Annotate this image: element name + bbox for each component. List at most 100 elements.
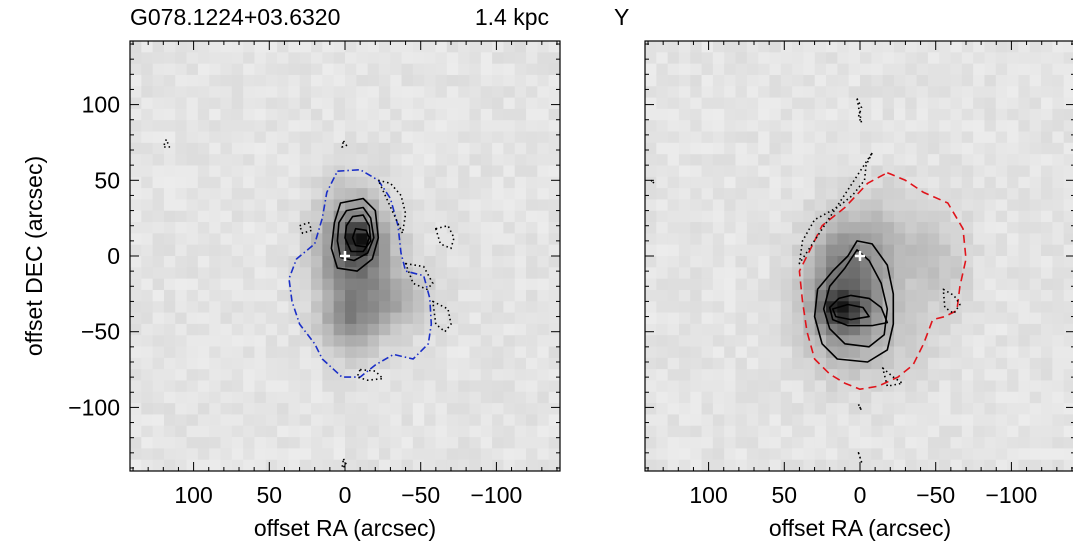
heatmap-pixel (220, 41, 233, 53)
heatmap-pixel (656, 154, 669, 166)
heatmap-pixel (209, 459, 221, 471)
heatmap-pixel (769, 437, 782, 449)
heatmap-pixel (735, 41, 748, 53)
heatmap-pixel (837, 97, 850, 110)
heatmap-pixel (1063, 437, 1073, 449)
heatmap-pixel (882, 131, 895, 144)
x-tick-label: 0 (854, 482, 867, 508)
heatmap-pixel (826, 425, 838, 438)
heatmap-pixel (780, 86, 793, 98)
heatmap-pixel (492, 142, 504, 155)
heatmap-pixel (197, 323, 210, 336)
heatmap-pixel (345, 312, 357, 325)
heatmap-pixel (905, 52, 917, 65)
heatmap-pixel (984, 97, 997, 110)
heatmap-pixel (984, 335, 997, 347)
heatmap-pixel (950, 301, 963, 313)
heatmap-pixel (458, 120, 470, 132)
heatmap-pixel (667, 131, 680, 144)
heatmap-pixel (412, 199, 425, 212)
heatmap-pixel (1052, 380, 1065, 393)
heatmap-pixel (220, 459, 233, 471)
heatmap-pixel (984, 425, 997, 438)
heatmap-pixel (780, 165, 793, 178)
heatmap-pixel (333, 176, 346, 189)
heatmap-pixel (231, 210, 244, 223)
heatmap-pixel (814, 425, 827, 438)
heatmap-pixel (735, 256, 748, 268)
heatmap-pixel (265, 437, 278, 449)
heatmap-pixel (1029, 256, 1042, 268)
heatmap-pixel (1063, 323, 1073, 336)
heatmap-pixel (163, 357, 176, 370)
heatmap-pixel (526, 448, 538, 461)
heatmap-pixel (378, 369, 391, 381)
heatmap-pixel (837, 176, 850, 189)
heatmap-pixel (288, 244, 301, 257)
solid-contour (813, 240, 895, 363)
heatmap-pixel (492, 369, 504, 381)
heatmap-pixel (645, 301, 657, 313)
heatmap-pixel (769, 278, 782, 291)
heatmap-pixel (514, 301, 527, 313)
heatmap-pixel (746, 131, 759, 144)
heatmap-pixel (390, 346, 402, 359)
heatmap-pixel (311, 267, 323, 280)
heatmap-pixel (345, 188, 357, 200)
heatmap-pixel (299, 289, 312, 302)
heatmap-pixel (927, 108, 940, 121)
heatmap-pixel (961, 335, 974, 347)
heatmap-pixel (939, 199, 951, 212)
heatmap-pixel (299, 52, 312, 65)
heatmap-pixel (367, 199, 380, 212)
heatmap-pixel (469, 188, 482, 200)
heatmap-pixel (871, 176, 884, 189)
heatmap-pixel (186, 448, 199, 461)
heatmap-pixel (469, 74, 482, 87)
heatmap-pixel (480, 154, 493, 166)
heatmap-pixel (905, 210, 917, 223)
heatmap-pixel (916, 425, 929, 438)
x-tick-label: 50 (256, 482, 282, 508)
heatmap-pixel (803, 312, 816, 325)
heatmap-pixel (1018, 448, 1031, 461)
heatmap-pixel (548, 131, 560, 144)
heatmap-pixel (973, 199, 985, 212)
heatmap-pixel (197, 97, 210, 110)
heatmap-pixel (288, 335, 301, 347)
heatmap-pixel (814, 131, 827, 144)
heatmap-pixel (367, 323, 380, 336)
heatmap-pixel (333, 222, 346, 234)
heatmap-pixel (814, 74, 827, 87)
heatmap-pixel (458, 142, 470, 155)
heatmap-pixel (656, 346, 669, 359)
heatmap-pixel (995, 267, 1008, 280)
heatmap-pixel (667, 369, 680, 381)
heatmap-pixel (678, 199, 691, 212)
heatmap-pixel (758, 301, 770, 313)
heatmap-pixel (939, 312, 951, 325)
heatmap-pixel (848, 414, 861, 427)
heatmap-pixel (345, 459, 357, 471)
heatmap-pixel (871, 256, 884, 268)
heatmap-pixel (1041, 244, 1053, 257)
heatmap-pixel (939, 278, 951, 291)
heatmap-pixel (916, 312, 929, 325)
heatmap-pixel (656, 289, 669, 302)
heatmap-pixel (905, 403, 917, 415)
heatmap-pixel (916, 165, 929, 178)
heatmap-pixel (446, 222, 459, 234)
heatmap-pixel (984, 414, 997, 427)
heatmap-pixel (1063, 256, 1073, 268)
panel-two-label: Y (614, 4, 629, 30)
heatmap-pixel (1018, 74, 1031, 87)
heatmap-image (645, 41, 1073, 471)
heatmap-pixel (163, 448, 176, 461)
heatmap-pixel (378, 323, 391, 336)
heatmap-pixel (526, 278, 538, 291)
heatmap-pixel (390, 74, 402, 87)
solid-contour (330, 197, 380, 272)
heatmap-pixel (378, 301, 391, 313)
heatmap-pixel (311, 301, 323, 313)
heatmap-pixel (367, 131, 380, 144)
